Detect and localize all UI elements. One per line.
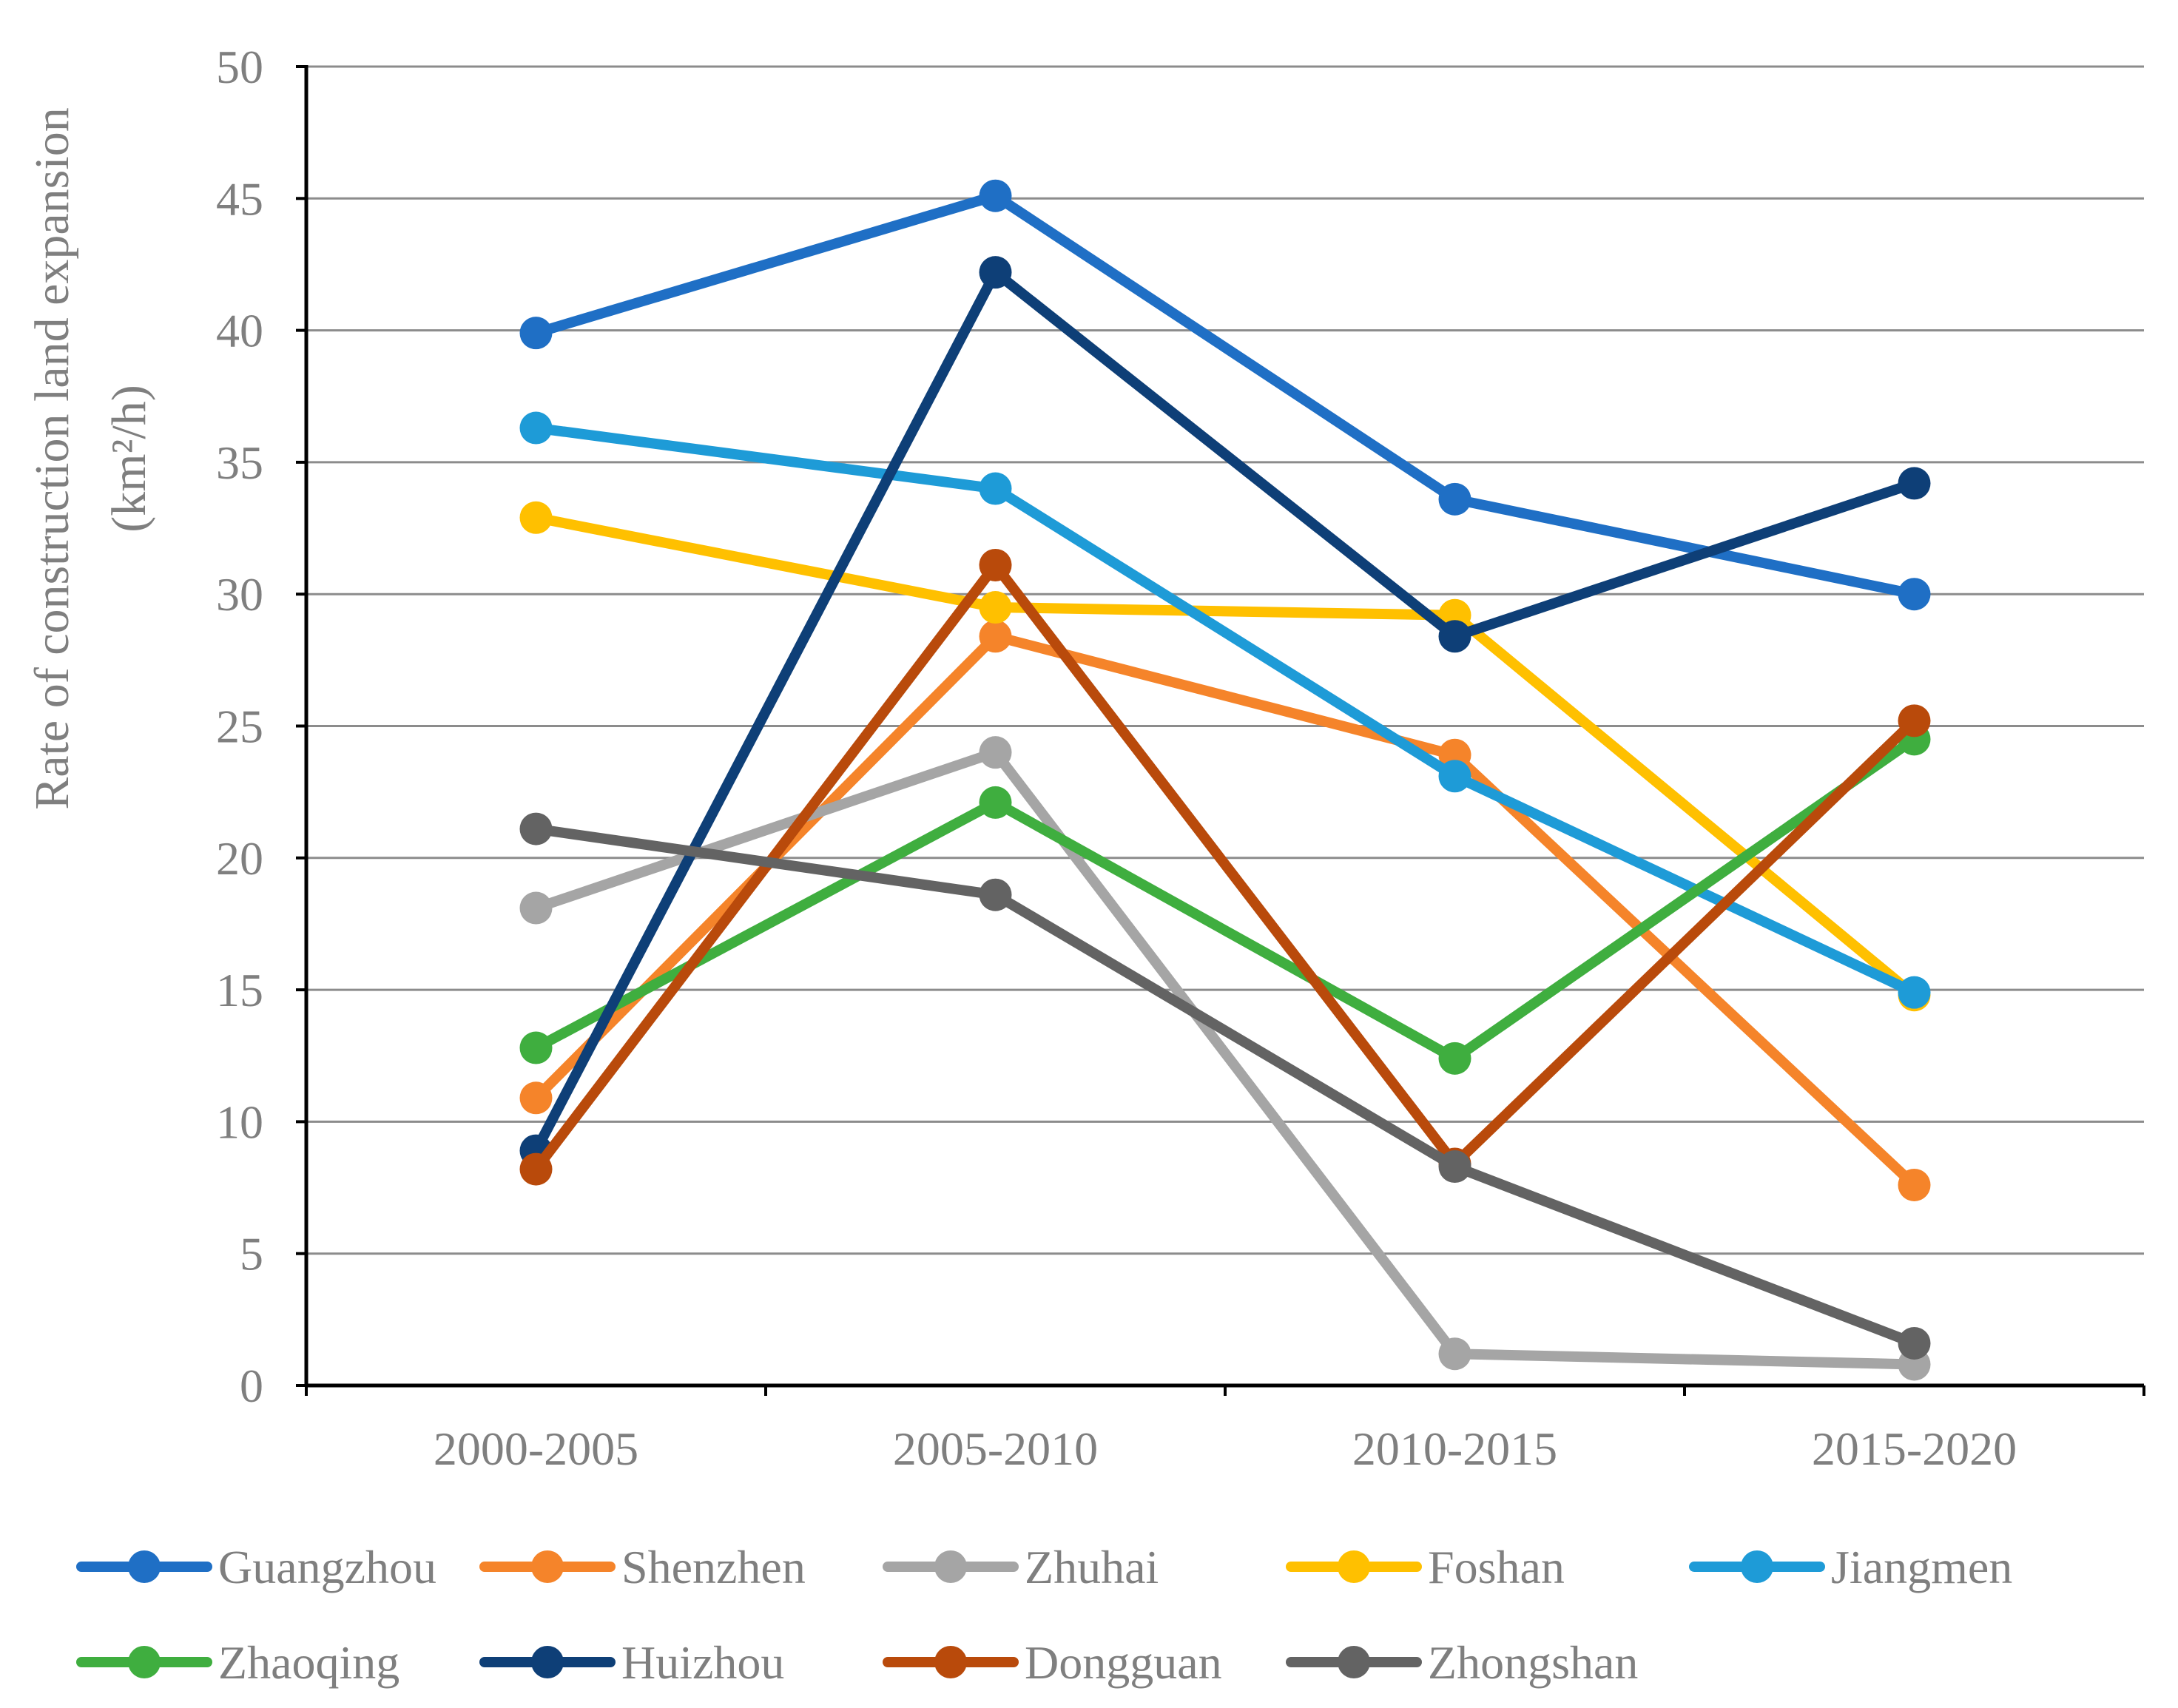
legend-label-zhaoqing: Zhaoqing bbox=[218, 1636, 399, 1689]
data-point-zhongshan bbox=[519, 812, 553, 845]
legend-item-huizhou: Huizhou bbox=[479, 1636, 784, 1689]
x-tick-label: 2015-2020 bbox=[1812, 1422, 2017, 1475]
data-point-zhongshan bbox=[979, 878, 1012, 911]
data-point-zhuhai bbox=[979, 736, 1012, 769]
legend-label-dongguan: Dongguan bbox=[1025, 1636, 1222, 1689]
series-line-dongguan bbox=[530, 559, 1920, 1175]
legend-marker-shenzhen bbox=[531, 1550, 564, 1583]
series-lines bbox=[519, 179, 1931, 1381]
series-guangzhou bbox=[519, 179, 1931, 611]
series-line-zhuhai bbox=[530, 747, 1920, 1370]
data-point-guangzhou bbox=[519, 317, 553, 350]
legend-item-dongguan: Dongguan bbox=[883, 1636, 1222, 1689]
x-tick-label: 2005-2010 bbox=[893, 1422, 1098, 1475]
y-tick-label: 15 bbox=[216, 964, 263, 1016]
legend-label-shenzhen: Shenzhen bbox=[621, 1541, 806, 1593]
legend-item-foshan: Foshan bbox=[1286, 1541, 1565, 1593]
data-point-jiangmen bbox=[1898, 976, 1931, 1009]
series-zhuhai bbox=[519, 736, 1931, 1381]
gridlines bbox=[306, 65, 2144, 1255]
y-tick-label: 5 bbox=[240, 1228, 263, 1280]
data-point-dongguan bbox=[1898, 704, 1931, 737]
data-point-guangzhou bbox=[979, 179, 1012, 212]
legend-item-shenzhen: Shenzhen bbox=[479, 1541, 806, 1593]
data-point-jiangmen bbox=[1438, 760, 1471, 793]
legend-item-guangzhou: Guangzhou bbox=[76, 1541, 436, 1593]
legend-label-guangzhou: Guangzhou bbox=[218, 1541, 436, 1593]
y-tick-label: 40 bbox=[216, 305, 263, 357]
x-tick-labels: 2000-2005 2005-2010 2010-2015 2015-2020 bbox=[434, 1422, 2017, 1475]
y-tick-label: 20 bbox=[216, 832, 263, 885]
series-dongguan bbox=[519, 548, 1931, 1186]
y-tick-label: 45 bbox=[216, 172, 263, 225]
legend-label-huizhou: Huizhou bbox=[621, 1636, 784, 1689]
legend-label-zhongshan: Zhongshan bbox=[1428, 1636, 1638, 1689]
legend-item-zhongshan: Zhongshan bbox=[1286, 1636, 1638, 1689]
legend-item-jiangmen: Jiangmen bbox=[1689, 1541, 2012, 1593]
series-line-zhongshan bbox=[530, 823, 1920, 1348]
data-point-huizhou bbox=[1898, 467, 1931, 500]
data-point-zhaoqing bbox=[519, 1031, 553, 1064]
series-line-guangzhou bbox=[530, 190, 1920, 600]
series-line-jiangmen bbox=[530, 422, 1920, 998]
series-line-zhaoqing bbox=[530, 734, 1920, 1064]
data-point-jiangmen bbox=[519, 411, 553, 445]
data-point-dongguan bbox=[519, 1152, 553, 1186]
data-point-foshan bbox=[979, 591, 1012, 624]
data-point-zhaoqing bbox=[1438, 1042, 1471, 1075]
data-point-zhuhai bbox=[1438, 1337, 1471, 1371]
data-point-foshan bbox=[519, 501, 553, 534]
series-line-shenzhen bbox=[530, 631, 1920, 1190]
y-tick-label: 10 bbox=[216, 1096, 263, 1148]
data-point-huizhou bbox=[1438, 620, 1471, 653]
series-zhongshan bbox=[519, 812, 1931, 1360]
data-point-guangzhou bbox=[1438, 482, 1471, 516]
y-tick-label: 50 bbox=[216, 41, 263, 93]
y-axis-title: Rate of construction land expansion bbox=[25, 107, 79, 809]
series-line-foshan bbox=[530, 512, 1920, 1001]
legend-marker-huizhou bbox=[531, 1646, 564, 1678]
data-point-zhaoqing bbox=[979, 786, 1012, 819]
data-point-guangzhou bbox=[1898, 578, 1931, 611]
legend-item-zhaoqing: Zhaoqing bbox=[76, 1636, 399, 1689]
data-point-zhongshan bbox=[1898, 1326, 1931, 1360]
data-point-zhongshan bbox=[1438, 1150, 1471, 1184]
legend-item-zhuhai: Zhuhai bbox=[883, 1541, 1159, 1593]
y-tick-label: 35 bbox=[216, 436, 263, 489]
legend-marker-guangzhou bbox=[128, 1550, 161, 1583]
data-point-shenzhen bbox=[979, 620, 1012, 653]
legend-label-foshan: Foshan bbox=[1428, 1541, 1565, 1593]
legend-marker-zhongshan bbox=[1338, 1646, 1370, 1678]
y-axis-unit: (km²/h) bbox=[102, 385, 156, 532]
series-line-huizhou bbox=[530, 267, 1920, 1156]
y-tick-label: 30 bbox=[216, 568, 263, 621]
legend: Guangzhou Shenzhen Zhuhai Foshan Jiangmen Zha… bbox=[76, 1541, 2012, 1689]
legend-marker-zhaoqing bbox=[128, 1646, 161, 1678]
data-point-shenzhen bbox=[1898, 1168, 1931, 1201]
legend-marker-foshan bbox=[1338, 1550, 1370, 1583]
data-point-zhuhai bbox=[519, 891, 553, 925]
y-tick-labels: 0 5 10 15 20 25 30 35 40 45 50 bbox=[216, 41, 263, 1412]
legend-marker-zhuhai bbox=[934, 1550, 967, 1583]
y-tick-label: 25 bbox=[216, 701, 263, 753]
series-jiangmen bbox=[519, 411, 1931, 1009]
legend-label-zhuhai: Zhuhai bbox=[1025, 1541, 1159, 1593]
series-huizhou bbox=[519, 256, 1931, 1167]
legend-marker-jiangmen bbox=[1741, 1550, 1773, 1583]
data-point-jiangmen bbox=[979, 472, 1012, 505]
data-point-dongguan bbox=[979, 548, 1012, 581]
data-point-huizhou bbox=[979, 256, 1012, 289]
axes bbox=[296, 65, 2145, 1396]
x-tick-label: 2000-2005 bbox=[434, 1422, 638, 1475]
data-point-shenzhen bbox=[519, 1081, 553, 1115]
legend-marker-dongguan bbox=[934, 1646, 967, 1678]
y-tick-label: 0 bbox=[240, 1360, 263, 1412]
legend-label-jiangmen: Jiangmen bbox=[1831, 1541, 2012, 1593]
x-tick-label: 2010-2015 bbox=[1352, 1422, 1557, 1475]
